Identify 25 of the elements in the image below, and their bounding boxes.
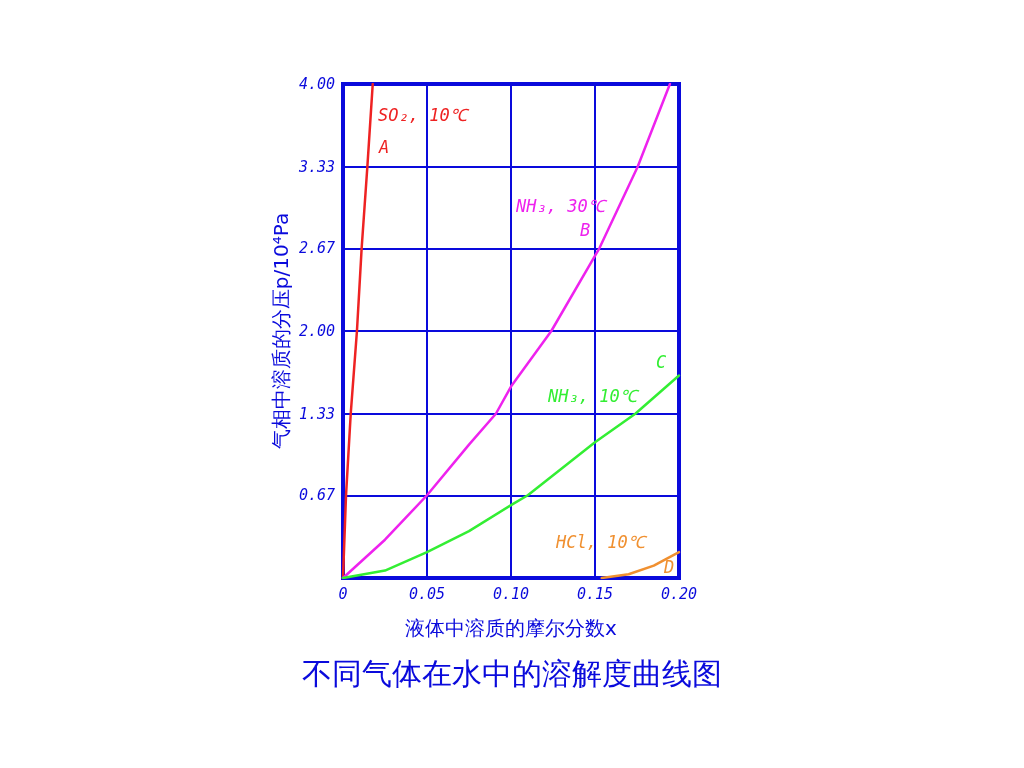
annotation: NH₃, 10℃	[547, 386, 640, 406]
y-tick-label: 3.33	[297, 157, 335, 176]
y-tick-label: 0.67	[298, 486, 335, 505]
line-series	[341, 82, 672, 580]
annotation: C	[656, 352, 667, 372]
y-axis-title: 气相中溶质的分压p/10⁴Pa	[269, 212, 293, 450]
y-tick-label: 2.67	[298, 239, 335, 258]
line-series	[341, 82, 374, 580]
annotation: A	[378, 137, 390, 157]
x-tick-label: 0.15	[576, 584, 614, 603]
annotation: B	[580, 220, 591, 240]
line-series	[341, 374, 681, 580]
x-tick-label: 0.10	[492, 584, 530, 603]
annotation: SO₂, 10℃	[378, 105, 470, 125]
text: 不同气体在水中的溶解度曲线图	[302, 655, 722, 691]
x-tick-label: 0.20	[660, 584, 698, 603]
y-tick-label: 2.00	[298, 322, 335, 340]
line-series	[600, 550, 681, 580]
x-tick-label: 0	[338, 584, 348, 603]
x-tick-label: 0.05	[408, 584, 446, 603]
y-tick-label: 1.33	[298, 404, 335, 423]
annotation: D	[663, 557, 675, 577]
y-tick-label: 4.00	[298, 75, 335, 93]
x-axis-title: 液体中溶质的摩尔分数x	[405, 616, 618, 640]
annotation: HCl, 10℃	[555, 532, 648, 552]
